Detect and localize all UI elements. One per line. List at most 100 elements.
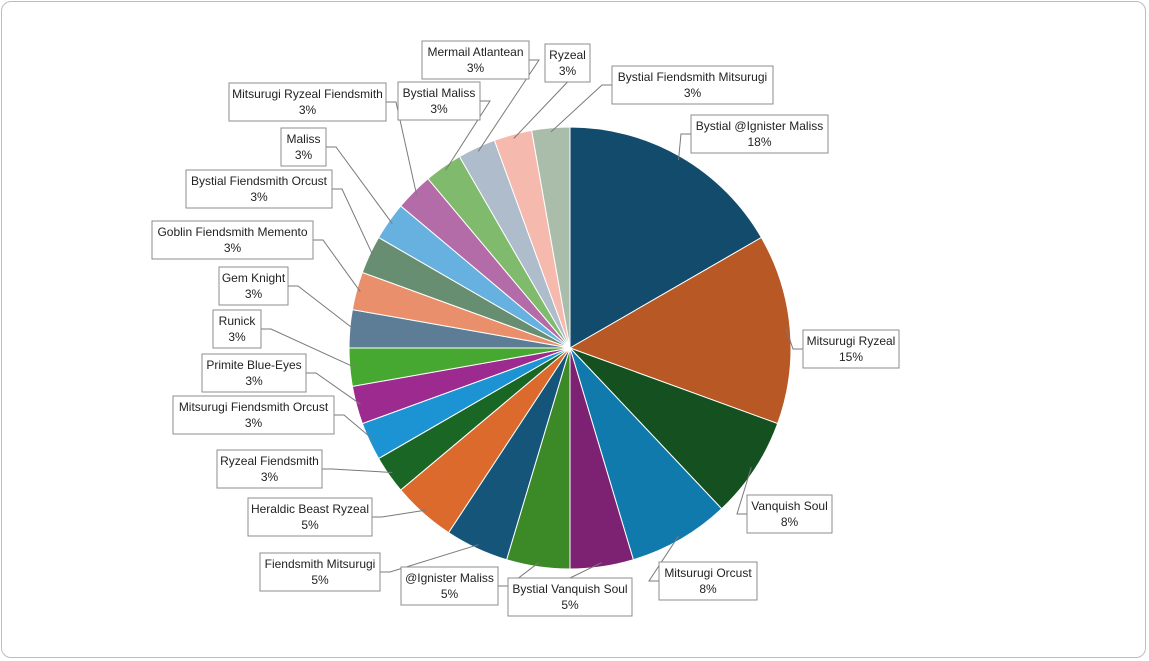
data-label: Vanquish Soul 8% bbox=[746, 494, 833, 534]
slice-percent-label: 5% bbox=[441, 587, 459, 601]
slice-percent-label: 18% bbox=[747, 135, 771, 149]
data-label-box bbox=[421, 40, 530, 80]
slice-name-label: Bystial Fiendsmith Orcust bbox=[191, 174, 328, 188]
slice-name-label: Mitsurugi Ryzeal Fiendsmith bbox=[232, 87, 383, 101]
data-label: Mitsurugi Fiendsmith Orcust 3% bbox=[172, 395, 335, 435]
slice-percent-label: 3% bbox=[228, 330, 246, 344]
data-label-box bbox=[544, 43, 591, 83]
data-label: Bystial @Ignister Maliss 18% bbox=[690, 114, 829, 154]
slice-percent-label: 3% bbox=[250, 190, 268, 204]
slice-percent-label: 3% bbox=[224, 241, 242, 255]
leader-line bbox=[322, 468, 393, 473]
slice-percent-label: 3% bbox=[245, 416, 263, 430]
data-label-box bbox=[228, 82, 387, 122]
data-label: Bystial Maliss 3% bbox=[397, 81, 481, 121]
data-label: Mitsurugi Ryzeal Fiendsmith 3% bbox=[228, 82, 387, 122]
data-label-box bbox=[746, 494, 833, 534]
data-label: Mitsurugi Ryzeal 15% bbox=[802, 329, 900, 369]
slice-name-label: Bystial Fiendsmith Mitsurugi bbox=[618, 70, 767, 84]
data-label: Heraldic Beast Ryzeal 5% bbox=[247, 497, 373, 537]
slice-name-label: Goblin Fiendsmith Memento bbox=[157, 225, 307, 239]
data-label-box bbox=[212, 309, 262, 349]
data-label-box bbox=[400, 566, 499, 606]
data-label-box bbox=[397, 81, 481, 121]
slice-percent-label: 3% bbox=[684, 86, 702, 100]
pie-slices bbox=[348, 126, 792, 570]
data-label-box bbox=[151, 220, 314, 260]
data-label: Gem Knight 3% bbox=[218, 266, 289, 306]
slice-name-label: Ryzeal bbox=[549, 48, 586, 62]
data-label: @Ignister Maliss 5% bbox=[400, 566, 499, 606]
data-label: Ryzeal Fiendsmith 3% bbox=[216, 449, 323, 489]
slice-percent-label: 3% bbox=[299, 103, 317, 117]
leader-line bbox=[569, 562, 602, 579]
leader-lines bbox=[261, 59, 803, 587]
slice-name-label: Bystial @Ignister Maliss bbox=[696, 119, 824, 133]
data-label-box bbox=[247, 497, 373, 537]
slice-name-label: Mitsurugi Ryzeal bbox=[807, 334, 896, 348]
leader-line bbox=[306, 372, 361, 405]
slice-percent-label: 8% bbox=[699, 582, 717, 596]
pie-slice bbox=[531, 126, 571, 349]
leader-line bbox=[313, 239, 361, 293]
data-label: Bystial Vanquish Soul 5% bbox=[507, 577, 633, 617]
data-labels: Bystial @Ignister Maliss 18% Mitsurugi Ryz… bbox=[151, 40, 900, 617]
slice-name-label: Ryzeal Fiendsmith bbox=[220, 454, 319, 468]
data-label-box bbox=[218, 266, 289, 306]
data-label: Mitsurugi Orcust 8% bbox=[658, 561, 758, 601]
data-label-box bbox=[172, 395, 335, 435]
data-label: Primite Blue-Eyes 3% bbox=[201, 353, 307, 393]
leader-line bbox=[334, 414, 374, 441]
leader-line bbox=[736, 467, 752, 515]
data-label: Goblin Fiendsmith Memento 3% bbox=[151, 220, 314, 260]
data-label: Runick 3% bbox=[212, 309, 262, 349]
slice-name-label: Runick bbox=[219, 314, 257, 328]
slice-name-label: Vanquish Soul bbox=[751, 499, 828, 513]
pie-slice bbox=[569, 347, 723, 561]
slice-name-label: Bystial Vanquish Soul bbox=[512, 582, 627, 596]
slice-name-label: Heraldic Beast Ryzeal bbox=[251, 502, 369, 516]
leader-line bbox=[550, 84, 612, 133]
leader-line bbox=[380, 544, 479, 573]
data-label-box bbox=[259, 552, 381, 592]
slice-name-label: Gem Knight bbox=[222, 271, 286, 285]
slice-percent-label: 3% bbox=[245, 374, 263, 388]
slice-percent-label: 5% bbox=[561, 598, 579, 612]
slice-name-label: Maliss bbox=[286, 132, 320, 146]
slice-percent-label: 3% bbox=[295, 148, 313, 162]
leader-line bbox=[386, 101, 418, 195]
slice-percent-label: 5% bbox=[311, 573, 329, 587]
data-label: Maliss 3% bbox=[280, 127, 327, 167]
data-label: Mermail Atlantean 3% bbox=[421, 40, 530, 80]
pie-slice bbox=[568, 236, 792, 425]
data-label: Fiendsmith Mitsurugi 5% bbox=[259, 552, 381, 592]
data-label-box bbox=[216, 449, 323, 489]
data-label: Ryzeal 3% bbox=[544, 43, 591, 83]
data-label: Bystial Fiendsmith Mitsurugi 3% bbox=[611, 65, 774, 105]
slice-percent-label: 15% bbox=[839, 350, 863, 364]
slice-name-label: Bystial Maliss bbox=[403, 86, 476, 100]
leader-line bbox=[332, 188, 374, 257]
data-label: Bystial Fiendsmith Orcust 3% bbox=[185, 169, 333, 209]
data-label-box bbox=[201, 353, 307, 393]
leader-line bbox=[785, 328, 803, 350]
pie-slice bbox=[569, 126, 763, 349]
slice-percent-label: 3% bbox=[430, 102, 448, 116]
data-label-box bbox=[802, 329, 900, 369]
slice-name-label: Primite Blue-Eyes bbox=[206, 358, 301, 372]
leader-line bbox=[261, 328, 355, 368]
slice-percent-label: 3% bbox=[559, 64, 577, 78]
slice-name-label: Mitsurugi Fiendsmith Orcust bbox=[179, 400, 329, 414]
pie-slice bbox=[569, 347, 779, 510]
leader-line bbox=[477, 59, 540, 152]
data-label-box bbox=[611, 65, 774, 105]
data-label-box bbox=[185, 169, 333, 209]
data-label-box bbox=[280, 127, 327, 167]
slice-name-label: Fiendsmith Mitsurugi bbox=[265, 557, 376, 571]
data-label-box bbox=[690, 114, 829, 154]
leader-line bbox=[372, 509, 426, 518]
slice-name-label: Mermail Atlantean bbox=[427, 45, 523, 59]
leader-line bbox=[678, 133, 691, 161]
leader-line bbox=[288, 285, 355, 330]
